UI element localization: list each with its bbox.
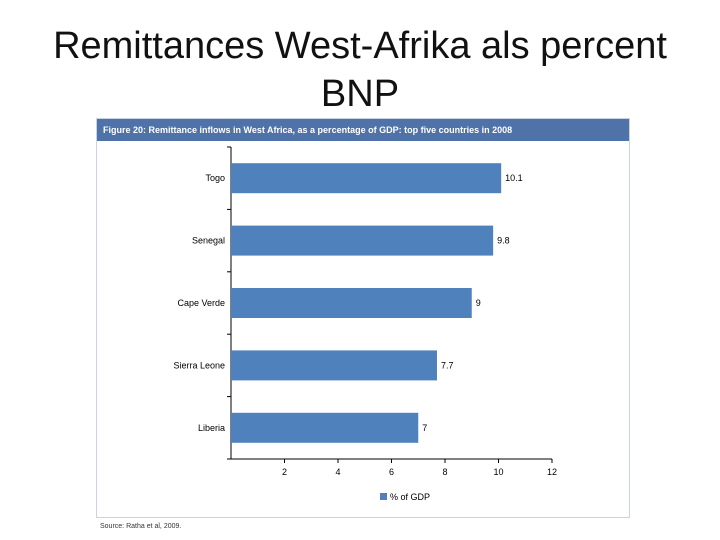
data-label: 9.8 (497, 236, 510, 246)
x-tick-label: 10 (493, 467, 503, 477)
category-label: Sierra Leone (173, 360, 225, 370)
data-label: 7.7 (441, 360, 454, 370)
legend-label: % of GDP (390, 492, 430, 502)
bar-liberia (231, 412, 419, 443)
x-tick-label: 12 (547, 467, 557, 477)
figure-header: Figure 20: Remittance inflows in West Af… (97, 119, 629, 141)
bar-sierra-leone (231, 350, 437, 381)
bar-senegal (231, 225, 494, 256)
bar-cape-verde (231, 288, 472, 318)
data-label: 7 (422, 423, 427, 433)
legend-swatch (380, 493, 387, 500)
category-label: Togo (205, 173, 225, 183)
x-tick-label: 8 (442, 467, 447, 477)
data-label: 9 (476, 298, 481, 308)
x-tick-label: 6 (389, 467, 394, 477)
bar-chart: 2 4 6 8 10 12 Togo 10.1 Senegal 9.8 Cape Verde 9 Sie… (173, 146, 557, 502)
data-label: 10.1 (505, 173, 523, 183)
x-tick-label: 4 (335, 467, 340, 477)
category-label: Cape Verde (177, 298, 225, 308)
chart-figure: Figure 20: Remittance inflows in West Af… (96, 118, 630, 518)
source-note: Source: Ratha et al, 2009. (100, 523, 182, 530)
category-label: Liberia (198, 423, 225, 433)
slide-title-line-1: Remittances West-Afrika als percent (53, 25, 667, 67)
category-label: Senegal (192, 236, 225, 246)
bar-togo (231, 163, 502, 194)
slide-title-line-2: BNP (320, 73, 400, 115)
x-tick-label: 2 (282, 467, 287, 477)
slide-title: Remittances West-Afrika als percent BNP (0, 22, 720, 118)
